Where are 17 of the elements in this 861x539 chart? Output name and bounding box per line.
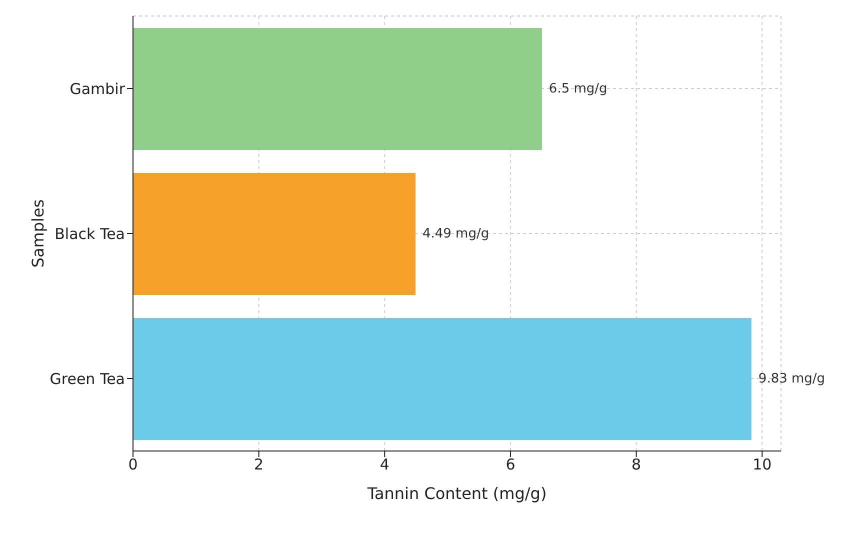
x-tick-label: 0 — [128, 456, 138, 474]
bar — [133, 318, 752, 440]
x-tick-label: 10 — [752, 456, 772, 474]
data-label: 6.5 mg/g — [548, 82, 608, 96]
x-tick-label: 6 — [506, 456, 516, 474]
bar — [133, 28, 542, 150]
data-label: 4.49 mg/g — [422, 226, 490, 242]
y-tick-label: Black Tea — [54, 224, 125, 243]
y-tick-label: Green Tea — [50, 370, 125, 388]
bar — [133, 173, 416, 295]
y-axis-title: Samples — [28, 199, 48, 268]
x-tick-label: 4 — [380, 456, 390, 474]
x-tick-label: 8 — [632, 456, 642, 474]
y-tick-label: Gambir — [70, 80, 126, 98]
x-tick-label: 2 — [254, 456, 264, 474]
data-label: 9.83 mg/g — [758, 372, 826, 386]
x-axis-title: Tannin Content (mg/g) — [366, 484, 547, 503]
